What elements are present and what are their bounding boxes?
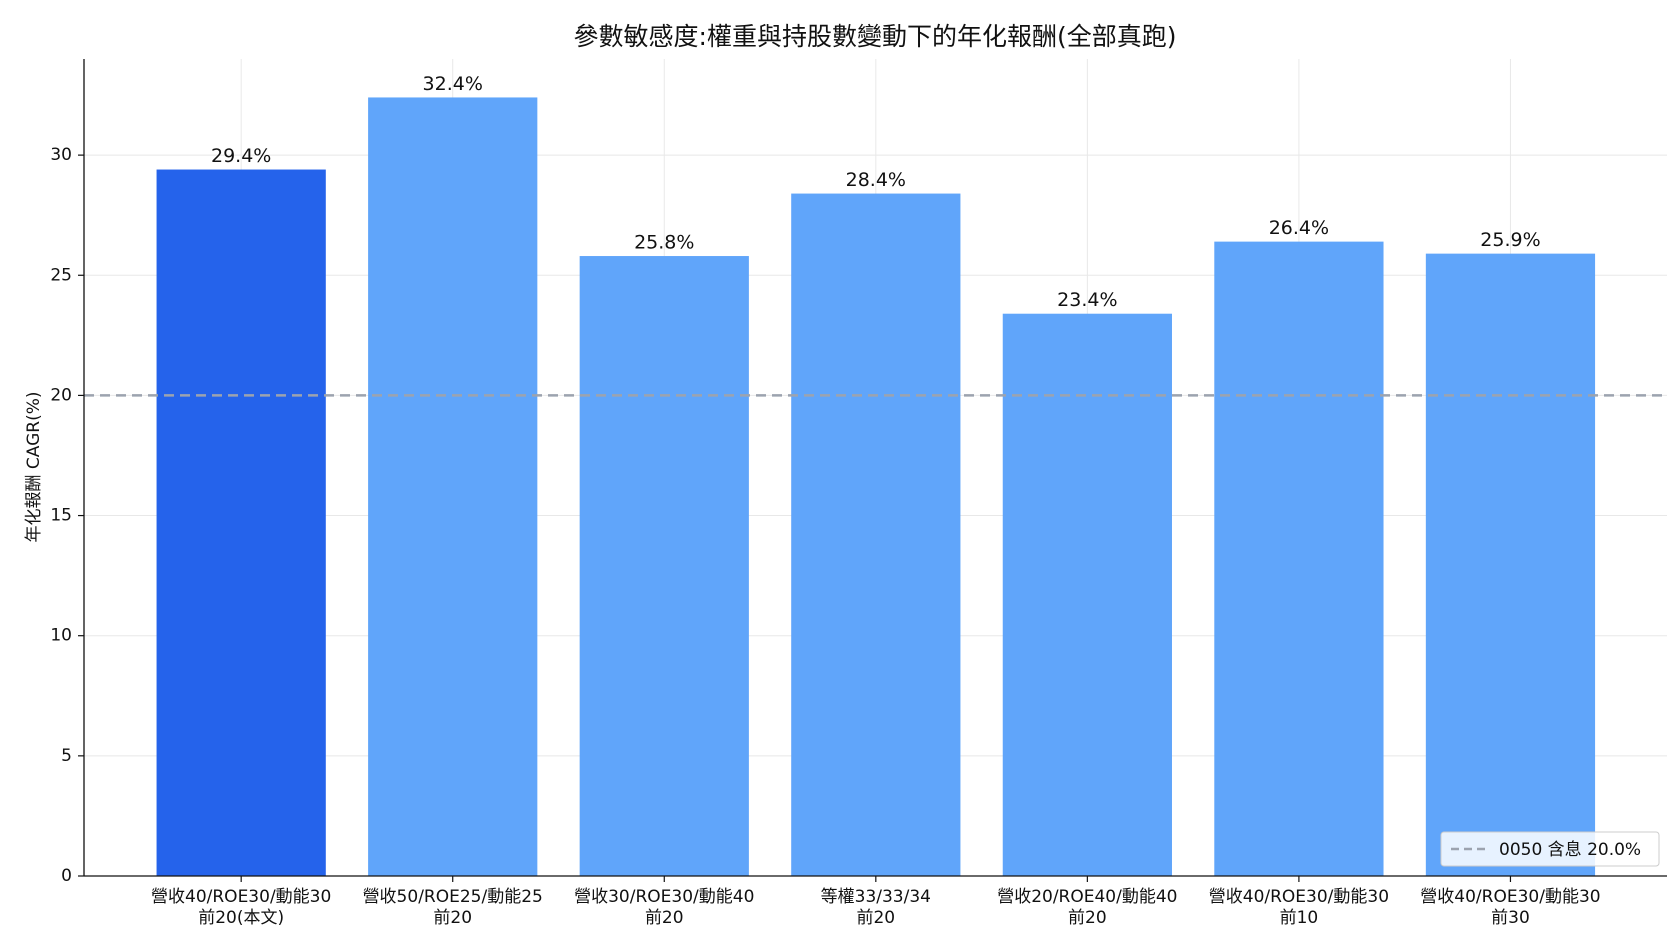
x-tick-label: 營收50/ROE25/動能25: [363, 887, 543, 907]
bar: [156, 169, 326, 877]
x-tick-label: 營收20/ROE40/動能40: [997, 887, 1177, 907]
bar: [368, 97, 538, 876]
bar: [791, 193, 961, 877]
x-tick-label: 營收40/ROE30/動能30: [151, 887, 331, 907]
value-label: 32.4%: [423, 73, 483, 95]
x-tick-label: 等權33/33/34: [821, 887, 931, 907]
x-tick-label: 前20: [433, 908, 472, 928]
y-tick-label: 5: [61, 746, 72, 766]
value-label: 23.4%: [1057, 289, 1117, 311]
value-label: 28.4%: [846, 169, 906, 191]
x-tick-label: 前20(本文): [198, 908, 284, 928]
y-tick-label: 25: [50, 265, 72, 285]
y-axis-label: 年化報酬 CAGR(%): [24, 391, 44, 542]
bar: [1425, 253, 1596, 876]
x-tick-label: 前30: [1491, 908, 1530, 928]
legend-box: [1440, 831, 1660, 867]
x-tick-label: 前20: [1068, 908, 1107, 928]
y-tick-label: 30: [50, 145, 72, 165]
value-label: 29.4%: [211, 145, 271, 167]
x-tick-label: 營收40/ROE30/動能30: [1420, 887, 1600, 907]
chart-title: 參數敏感度:權重與持股數變動下的年化報酬(全部真跑): [574, 22, 1177, 51]
legend-label: 0050 含息 20.0%: [1499, 840, 1641, 860]
value-label: 25.9%: [1480, 229, 1540, 251]
y-tick-label: 15: [50, 506, 72, 526]
value-label: 26.4%: [1269, 217, 1329, 239]
y-tick-label: 0: [61, 866, 72, 886]
x-tick-label: 前10: [1280, 908, 1319, 928]
value-label: 25.8%: [634, 232, 694, 254]
x-tick-label: 營收40/ROE30/動能30: [1209, 887, 1389, 907]
x-tick-label: 營收30/ROE30/動能40: [574, 887, 754, 907]
y-tick-label: 20: [50, 385, 72, 405]
y-tick-label: 10: [50, 626, 72, 646]
x-tick-label: 前20: [645, 908, 684, 928]
bar: [579, 256, 749, 877]
x-tick-label: 前20: [856, 908, 895, 928]
bar: [1214, 241, 1384, 876]
bar: [1002, 313, 1172, 876]
